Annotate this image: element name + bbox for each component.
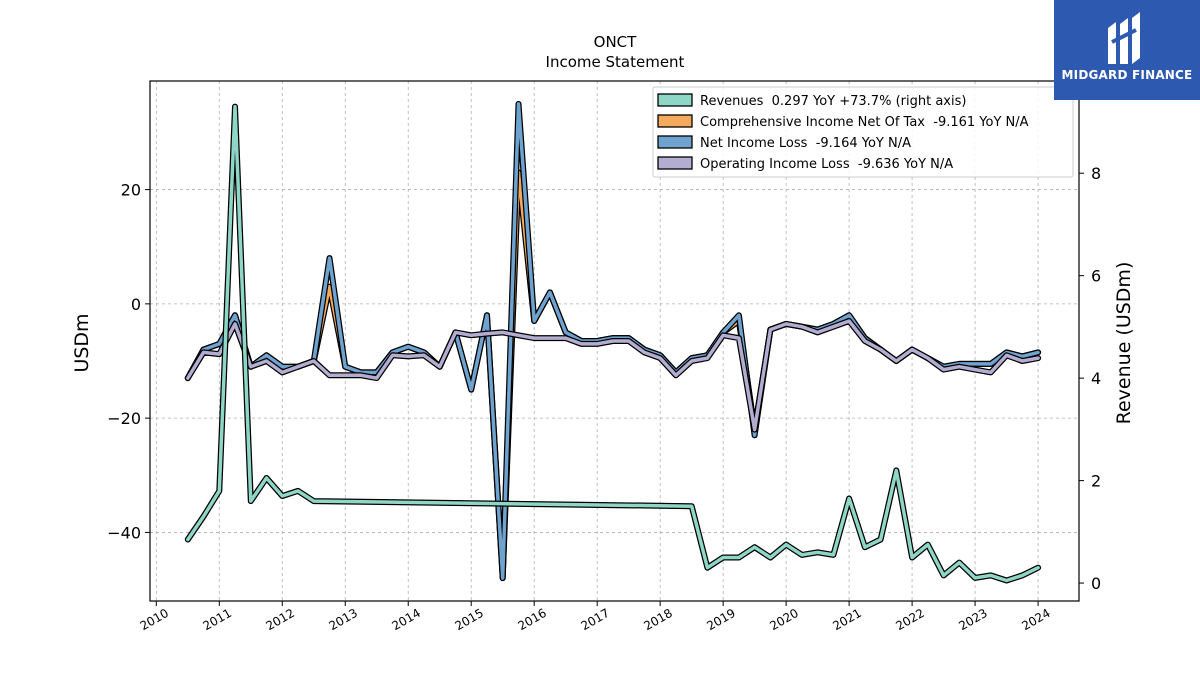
y-tick-label: −20 [107, 409, 141, 428]
y-tick-label: −40 [107, 523, 141, 542]
x-tick-label: 2013 [327, 606, 360, 633]
y-axis-label: USDm [71, 313, 93, 372]
y-right-tick-label: 8 [1091, 164, 1101, 183]
y-axis-right-label: Revenue (USDm) [1113, 262, 1135, 425]
midgard-logo-icon [1108, 12, 1140, 64]
x-tick-label: 2021 [830, 606, 863, 633]
x-tick-label: 2019 [704, 606, 737, 633]
legend-label-operating-income: Operating Income Loss -9.636 YoY N/A [700, 157, 953, 172]
x-tick-label: 2016 [515, 606, 548, 633]
brand-logo: MIDGARD FINANCE [1054, 0, 1200, 100]
x-tick-label: 2010 [138, 606, 171, 633]
series-3-line [186, 104, 1040, 583]
x-tick-label: 2023 [956, 606, 989, 633]
y-right-tick-label: 0 [1091, 574, 1101, 593]
x-tick-label: 2017 [578, 606, 611, 633]
y-tick-label: 20 [121, 181, 141, 200]
series-0-line [186, 170, 1040, 580]
y-right-tick-label: 4 [1091, 369, 1101, 388]
legend-swatch-revenues [657, 93, 693, 107]
x-tick-label: 2011 [201, 606, 234, 633]
legend-swatch-comprehensive-income [657, 114, 693, 128]
legend-label-comprehensive-income: Comprehensive Income Net Of Tax -9.161 Y… [700, 115, 1029, 130]
y-right-tick-label: 2 [1091, 472, 1101, 491]
brand-name: MIDGARD FINANCE [1061, 68, 1193, 82]
x-tick-label: 2012 [264, 606, 297, 633]
legend: Revenues 0.297 YoY +73.7% (right axis) C… [652, 86, 1074, 178]
legend-label-revenues: Revenues 0.297 YoY +73.7% (right axis) [700, 94, 966, 109]
legend-box [652, 86, 1074, 178]
chart-title: ONCT [594, 33, 638, 51]
x-tick-label: 2018 [641, 606, 674, 633]
y-right-tick-label: 6 [1091, 267, 1101, 286]
y-tick-label: 0 [131, 295, 141, 314]
plot-area-frame [149, 80, 1080, 602]
legend-swatch-net-income [657, 135, 693, 149]
x-tick-label: 2014 [390, 606, 423, 633]
legend-swatch-operating-income [657, 156, 693, 170]
x-tick-label: 2020 [767, 606, 800, 633]
series-0-outline [184, 169, 1042, 582]
chart-subtitle: Income Statement [546, 53, 685, 71]
axes: 2010 2011 2012 2013 2014 2015 2016 2017 2018 2019… [107, 164, 1101, 633]
series-2-line [186, 319, 1040, 432]
legend-label-net-income: Net Income Loss -9.164 YoY N/A [700, 136, 911, 151]
x-tick-label: 2024 [1019, 606, 1052, 633]
x-tick-label: 2015 [452, 606, 485, 633]
series-lines [184, 100, 1042, 584]
x-tick-label: 2022 [893, 606, 926, 633]
